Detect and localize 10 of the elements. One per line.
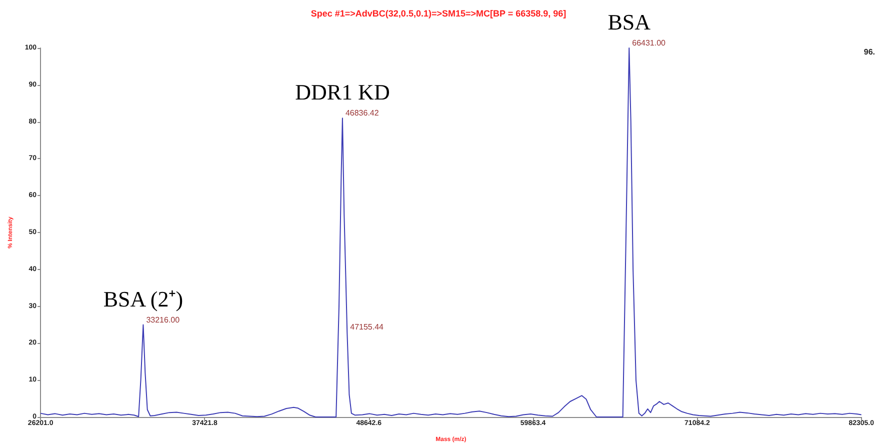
- annotation: 33216.00: [146, 315, 180, 324]
- annotation: DDR1 KD: [295, 80, 390, 105]
- annotation: BSA: [608, 10, 651, 34]
- text: 96.: [864, 48, 876, 56]
- annotation: BSA (2⁺): [103, 286, 184, 312]
- annotation: 46836.42: [345, 108, 380, 118]
- chart-title: Spec #1=>AdvBC(32,0.5,0.1)=>SM15=>MC[BP = 66358.9, 96]: [310, 8, 566, 18]
- annotation: 66431.00: [632, 38, 666, 48]
- annotation: 47155.44: [350, 322, 384, 332]
- line-series: [40, 48, 862, 418]
